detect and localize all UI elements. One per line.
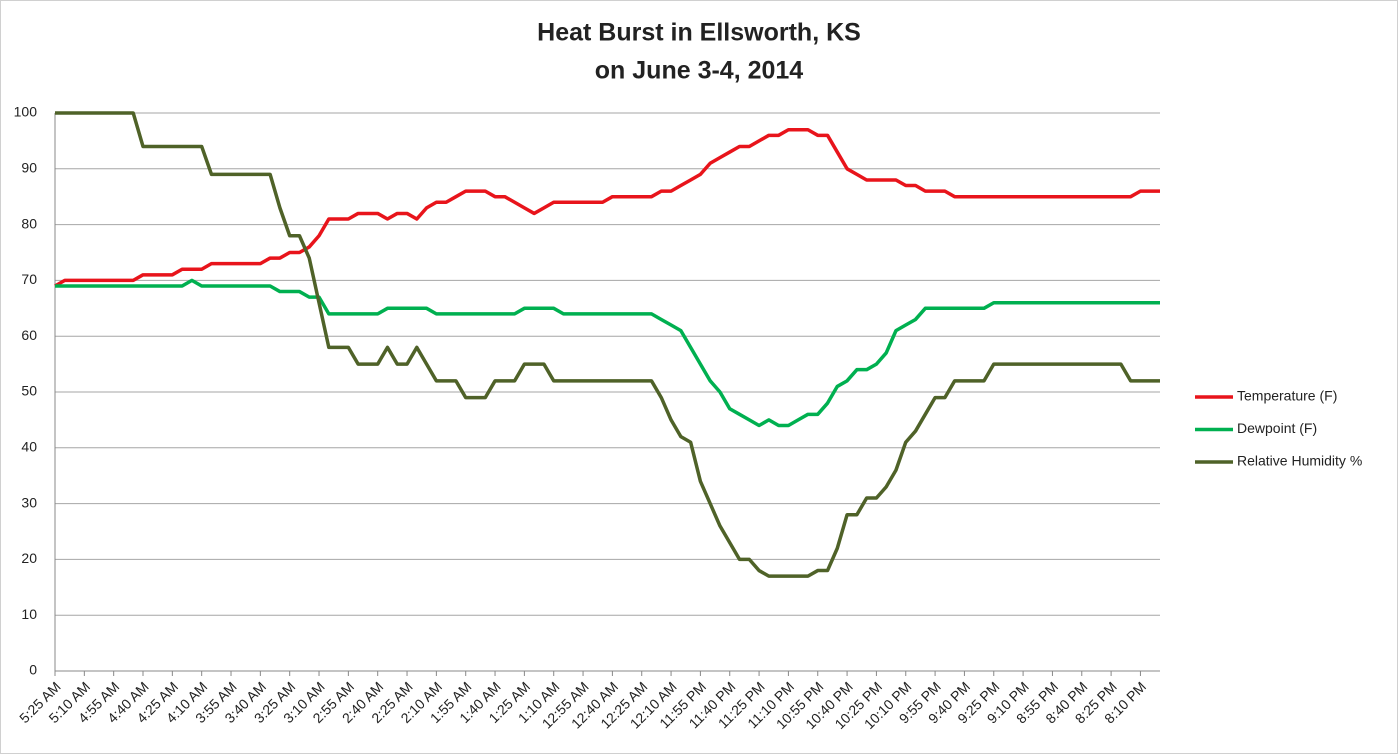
- y-tick-label: 60: [21, 327, 37, 343]
- y-tick-label: 50: [21, 383, 37, 399]
- y-tick-label: 20: [21, 550, 37, 566]
- y-tick-label: 100: [14, 104, 38, 120]
- series-line: [55, 111, 1160, 578]
- series-line: [55, 278, 1160, 428]
- y-tick-label: 80: [21, 215, 37, 231]
- legend-label: Relative Humidity %: [1237, 453, 1362, 469]
- legend-label: Dewpoint (F): [1237, 420, 1317, 436]
- y-tick-label: 30: [21, 494, 37, 510]
- y-tick-label: 40: [21, 439, 37, 455]
- chart-title: Heat Burst in Ellsworth, KS: [537, 19, 861, 47]
- chart-subtitle: on June 3-4, 2014: [595, 57, 804, 85]
- y-tick-label: 70: [21, 271, 37, 287]
- y-tick-label: 10: [21, 606, 37, 622]
- y-tick-label: 90: [21, 160, 37, 176]
- series-line: [54, 127, 1160, 288]
- y-tick-label: 0: [29, 662, 37, 678]
- legend-label: Temperature (F): [1237, 388, 1337, 404]
